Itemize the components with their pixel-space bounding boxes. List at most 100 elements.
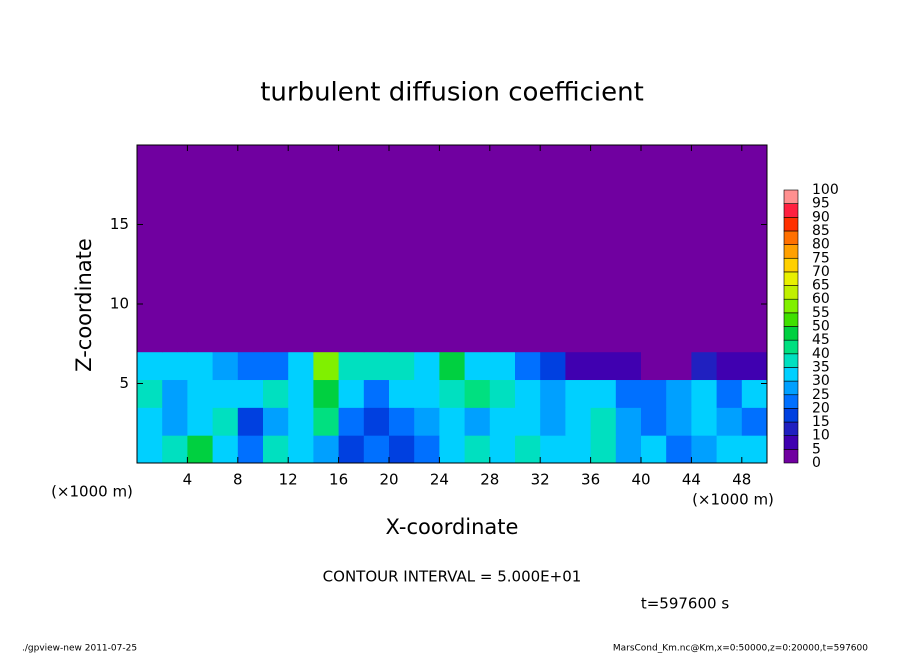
cell bbox=[212, 435, 239, 464]
x-tick-label: 32 bbox=[531, 471, 550, 489]
cell bbox=[515, 379, 541, 408]
colorbar-label: 50 bbox=[812, 319, 830, 335]
colorbar-label: 10 bbox=[812, 428, 830, 444]
cell bbox=[741, 351, 768, 381]
x-tick-label: 48 bbox=[732, 471, 751, 489]
cell bbox=[515, 145, 541, 353]
cell bbox=[187, 145, 214, 353]
cell bbox=[464, 407, 491, 436]
cell bbox=[414, 145, 440, 353]
cell bbox=[464, 145, 491, 353]
x-tick-label: 4 bbox=[183, 471, 193, 489]
cell bbox=[615, 407, 642, 436]
colorbar-label: 100 bbox=[812, 182, 839, 198]
colorbar-box bbox=[783, 230, 799, 245]
cell bbox=[313, 145, 340, 353]
colorbar-box bbox=[783, 435, 799, 450]
cell bbox=[489, 145, 516, 353]
colorbar-label: 40 bbox=[812, 346, 830, 362]
cell bbox=[691, 351, 718, 381]
cell bbox=[162, 379, 188, 408]
colorbar-label: 20 bbox=[812, 400, 830, 416]
cell bbox=[489, 379, 516, 408]
cell bbox=[162, 407, 188, 436]
colorbar-box bbox=[783, 189, 799, 204]
cell bbox=[464, 351, 491, 381]
colorbar-box bbox=[783, 408, 799, 423]
cell bbox=[540, 145, 566, 353]
colorbar-label: 45 bbox=[812, 332, 830, 348]
colorbar-box bbox=[783, 380, 799, 396]
cell bbox=[313, 407, 340, 436]
cell bbox=[641, 435, 667, 464]
cell bbox=[137, 407, 163, 436]
x-tick-label: 12 bbox=[279, 471, 298, 489]
cell bbox=[615, 435, 642, 464]
cell bbox=[389, 351, 415, 381]
colorbar-box bbox=[783, 394, 799, 409]
cell bbox=[162, 145, 188, 353]
cell bbox=[414, 407, 440, 436]
cell bbox=[187, 351, 214, 381]
cell bbox=[389, 407, 415, 436]
cell bbox=[263, 351, 289, 381]
x-tick-label: 24 bbox=[430, 471, 449, 489]
cell bbox=[162, 435, 188, 464]
cell bbox=[666, 145, 692, 353]
x-tick-label: 36 bbox=[581, 471, 600, 489]
colorbar-box bbox=[783, 339, 799, 355]
cell bbox=[212, 145, 239, 353]
cell bbox=[439, 351, 466, 381]
cell bbox=[212, 407, 239, 436]
colorbar-label: 65 bbox=[812, 278, 830, 294]
cell bbox=[641, 379, 667, 408]
cell bbox=[187, 435, 214, 464]
cell bbox=[540, 379, 566, 408]
cell bbox=[691, 435, 718, 464]
y-tick-label: 15 bbox=[110, 215, 129, 233]
cell bbox=[641, 351, 667, 381]
cell bbox=[212, 379, 239, 408]
cell bbox=[338, 379, 365, 408]
colorbar-label: 60 bbox=[812, 291, 830, 307]
cell bbox=[363, 407, 390, 436]
chart-title: turbulent diffusion coefficient bbox=[260, 78, 644, 108]
cell bbox=[565, 407, 592, 436]
cell bbox=[590, 435, 617, 464]
cell bbox=[540, 351, 566, 381]
cell bbox=[666, 407, 692, 436]
colorbar-label: 55 bbox=[812, 305, 830, 321]
cell bbox=[389, 379, 415, 408]
colorbar-label: 90 bbox=[812, 209, 830, 225]
y-unit: (×1000 m) bbox=[51, 483, 133, 501]
cell bbox=[338, 435, 365, 464]
x-tick-label: 28 bbox=[480, 471, 499, 489]
contour-note: CONTOUR INTERVAL = 5.000E+01 bbox=[323, 568, 582, 586]
cell bbox=[590, 379, 617, 408]
cell bbox=[716, 351, 743, 381]
cell bbox=[389, 145, 415, 353]
colorbar-label: 30 bbox=[812, 373, 830, 389]
cell bbox=[137, 379, 163, 408]
colorbar-label: 75 bbox=[812, 250, 830, 266]
colorbar-box bbox=[783, 203, 799, 218]
cell bbox=[263, 379, 289, 408]
cell bbox=[615, 379, 642, 408]
colorbar-box bbox=[783, 244, 799, 259]
cell bbox=[540, 407, 566, 436]
cell bbox=[187, 407, 214, 436]
cell bbox=[590, 407, 617, 436]
cell bbox=[363, 145, 390, 353]
cell bbox=[565, 145, 592, 353]
cell bbox=[489, 351, 516, 381]
x-axis-label: X-coordinate bbox=[386, 515, 519, 539]
cell bbox=[464, 435, 491, 464]
cell bbox=[288, 379, 314, 408]
cell bbox=[237, 351, 264, 381]
x-tick-label: 40 bbox=[631, 471, 650, 489]
cell bbox=[615, 351, 642, 381]
cell bbox=[162, 351, 188, 381]
cell bbox=[439, 407, 466, 436]
cell bbox=[237, 407, 264, 436]
